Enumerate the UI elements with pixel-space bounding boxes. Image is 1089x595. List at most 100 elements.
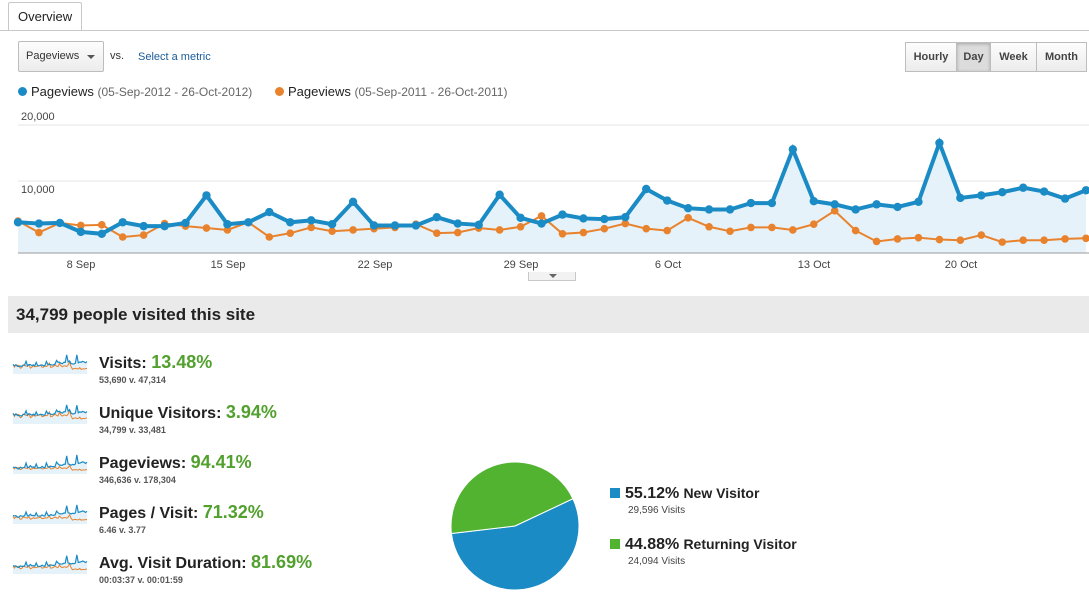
data-point-2012[interactable]: [558, 210, 567, 219]
data-point-2012[interactable]: [746, 198, 756, 208]
data-point-2011[interactable]: [349, 226, 357, 234]
data-point-2011[interactable]: [307, 223, 315, 232]
data-point-2011[interactable]: [516, 222, 525, 231]
data-point-2012[interactable]: [851, 205, 860, 214]
data-point-2011[interactable]: [642, 224, 651, 233]
data-point-2011[interactable]: [809, 220, 818, 228]
data-point-2011[interactable]: [914, 233, 923, 242]
data-point-2012[interactable]: [432, 212, 442, 222]
data-point-2012[interactable]: [202, 191, 211, 200]
data-point-2011[interactable]: [768, 223, 776, 232]
data-point-2011[interactable]: [663, 226, 671, 235]
select-metric-link[interactable]: Select a metric: [138, 51, 211, 63]
pageviews-chart[interactable]: 20,000 10,000 8 Sep 15 Sep 22 Sep 29 Sep…: [0, 100, 1089, 272]
data-point-2011[interactable]: [621, 219, 630, 228]
data-point-2012[interactable]: [600, 214, 609, 224]
data-point-2011[interactable]: [747, 223, 755, 232]
data-point-2011[interactable]: [97, 221, 106, 229]
data-point-2011[interactable]: [453, 228, 462, 237]
data-point-2012[interactable]: [139, 221, 148, 231]
data-point-2012[interactable]: [34, 219, 44, 228]
data-point-2012[interactable]: [76, 227, 86, 237]
data-point-2011[interactable]: [579, 228, 588, 237]
data-point-2012[interactable]: [411, 221, 421, 230]
data-point-2011[interactable]: [872, 237, 881, 246]
data-point-2012[interactable]: [872, 200, 881, 209]
pie-slice-new-visitor[interactable]: [450, 498, 580, 591]
data-point-2011[interactable]: [328, 227, 336, 236]
chart-resize-handle[interactable]: [528, 272, 576, 281]
data-point-2011[interactable]: [726, 227, 734, 236]
data-point-2011[interactable]: [118, 233, 127, 241]
data-point-2011[interactable]: [202, 224, 211, 232]
data-point-2012[interactable]: [704, 205, 714, 214]
data-point-2011[interactable]: [433, 229, 441, 237]
data-point-2012[interactable]: [516, 213, 525, 222]
data-point-2012[interactable]: [537, 219, 546, 228]
data-point-2012[interactable]: [495, 190, 504, 199]
data-point-2011[interactable]: [956, 236, 965, 244]
data-point-2011[interactable]: [537, 212, 546, 220]
data-point-2011[interactable]: [851, 226, 860, 235]
data-point-2012[interactable]: [474, 220, 483, 230]
data-point-2012[interactable]: [348, 197, 358, 206]
data-point-2011[interactable]: [893, 235, 902, 243]
data-point-2012[interactable]: [181, 218, 190, 228]
data-point-2011[interactable]: [684, 214, 692, 222]
data-point-2012[interactable]: [956, 193, 965, 203]
data-point-2012[interactable]: [1060, 194, 1070, 203]
data-point-2011[interactable]: [139, 231, 148, 239]
hourly-button[interactable]: Hourly: [905, 42, 957, 72]
data-point-2012[interactable]: [621, 212, 630, 222]
data-point-2011[interactable]: [223, 226, 232, 234]
data-point-2012[interactable]: [118, 218, 127, 227]
data-point-2011[interactable]: [1061, 235, 1069, 243]
data-point-2011[interactable]: [77, 221, 85, 230]
data-point-2012[interactable]: [97, 229, 106, 238]
data-point-2011[interactable]: [935, 235, 944, 244]
data-point-2012[interactable]: [327, 220, 337, 229]
data-point-2012[interactable]: [286, 218, 295, 227]
data-point-2011[interactable]: [35, 228, 43, 237]
data-point-2012[interactable]: [788, 145, 798, 154]
data-point-2012[interactable]: [244, 218, 253, 227]
data-point-2012[interactable]: [977, 191, 986, 200]
data-point-2012[interactable]: [1039, 187, 1049, 196]
data-point-2012[interactable]: [914, 197, 923, 206]
visitor-type-pie-chart[interactable]: [449, 460, 581, 592]
data-point-2012[interactable]: [306, 216, 316, 225]
data-point-2011[interactable]: [600, 224, 609, 233]
data-point-2012[interactable]: [662, 196, 672, 205]
metric-dropdown[interactable]: Pageviews: [18, 41, 104, 72]
data-point-2012[interactable]: [453, 219, 462, 228]
data-point-2012[interactable]: [893, 202, 902, 212]
data-point-2012[interactable]: [13, 218, 23, 227]
data-point-2012[interactable]: [683, 204, 693, 213]
data-point-2012[interactable]: [55, 218, 65, 228]
data-point-2012[interactable]: [265, 207, 274, 217]
data-point-2011[interactable]: [830, 206, 839, 215]
data-point-2011[interactable]: [977, 231, 986, 239]
data-point-2011[interactable]: [998, 238, 1007, 246]
data-point-2012[interactable]: [998, 188, 1007, 197]
data-point-2011[interactable]: [705, 222, 713, 231]
data-point-2011[interactable]: [495, 226, 504, 234]
data-point-2012[interactable]: [1018, 183, 1028, 192]
data-point-2012[interactable]: [160, 221, 169, 231]
data-point-2012[interactable]: [1081, 186, 1089, 195]
data-point-2011[interactable]: [1019, 236, 1027, 244]
data-point-2012[interactable]: [725, 205, 735, 214]
data-point-2011[interactable]: [265, 233, 274, 241]
data-point-2011[interactable]: [286, 229, 295, 237]
data-point-2011[interactable]: [1082, 234, 1089, 243]
data-point-2011[interactable]: [789, 226, 797, 234]
data-point-2012[interactable]: [767, 198, 777, 208]
data-point-2012[interactable]: [935, 138, 944, 148]
data-point-2011[interactable]: [558, 230, 567, 238]
week-button[interactable]: Week: [990, 42, 1037, 72]
pie-slice-returning-visitor[interactable]: [450, 461, 574, 535]
day-button[interactable]: Day: [956, 42, 991, 72]
tab-overview[interactable]: Overview: [8, 2, 83, 30]
data-point-2012[interactable]: [579, 214, 588, 223]
data-point-2012[interactable]: [223, 220, 232, 229]
